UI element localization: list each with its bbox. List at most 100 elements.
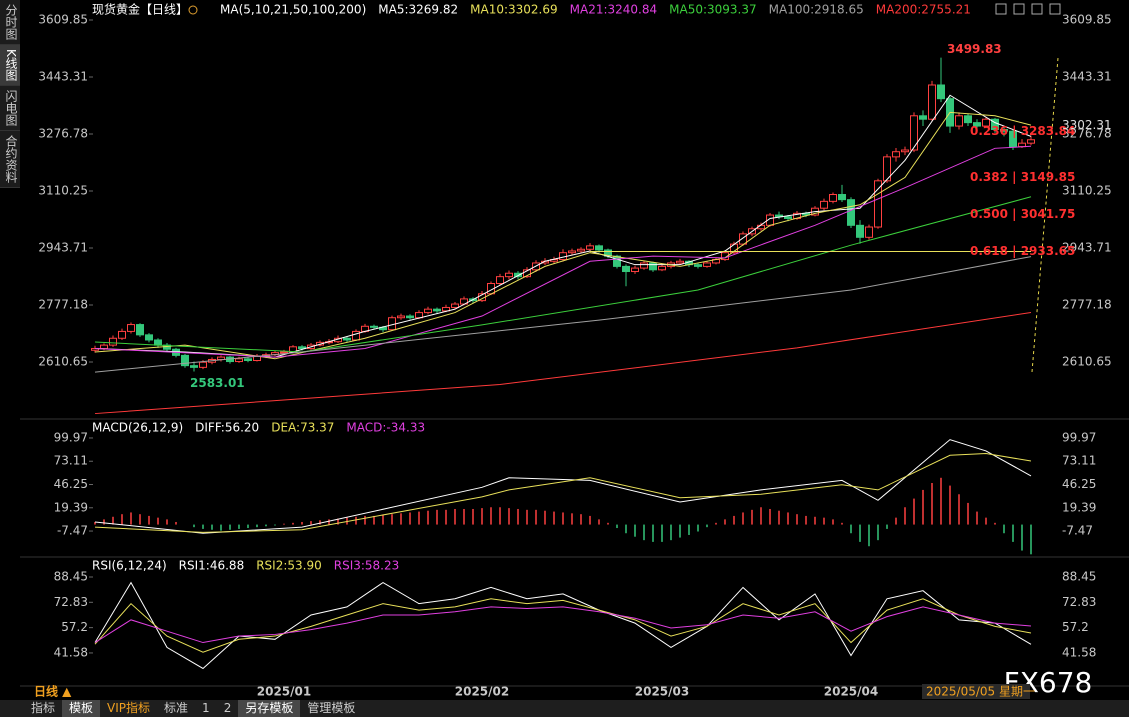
sidebar-tab[interactable]: 分时图 bbox=[0, 0, 20, 45]
candle-body bbox=[496, 276, 504, 285]
sidebar: 分时图 K线图 闪电图 合约资料 bbox=[0, 0, 20, 188]
candle-body bbox=[136, 324, 144, 336]
indicator-line bbox=[94, 256, 1032, 373]
y-tick-label: 19.39 bbox=[54, 500, 88, 514]
candle-body bbox=[1018, 142, 1026, 148]
candle-body bbox=[739, 233, 747, 245]
indicator-line bbox=[94, 111, 1032, 360]
candle-body bbox=[982, 118, 990, 127]
candle-body bbox=[631, 267, 639, 273]
candle-body bbox=[919, 115, 927, 120]
candle-body bbox=[829, 194, 837, 202]
button[interactable] bbox=[995, 3, 1007, 15]
candle-body bbox=[892, 151, 900, 158]
bottom-tab[interactable]: 1 bbox=[202, 701, 210, 715]
candle-body bbox=[199, 361, 207, 368]
candle-body bbox=[100, 344, 108, 350]
y-tick-label: 2610.65 bbox=[38, 355, 88, 369]
legend-entry: MA10:3302.69 bbox=[470, 3, 558, 17]
bottom-tab[interactable]: 模板 bbox=[62, 700, 101, 717]
y-tick-label: 72.83 bbox=[54, 595, 88, 609]
y-tick-label: 46.25 bbox=[1062, 477, 1096, 491]
chart-title: MACD(26,12,9) bbox=[92, 421, 183, 435]
candle-body bbox=[235, 358, 243, 363]
bottom-tab[interactable]: VIP指标 bbox=[107, 701, 151, 715]
candle-body bbox=[838, 194, 846, 201]
candle-body bbox=[676, 260, 684, 264]
y-tick-label: 99.97 bbox=[1062, 430, 1096, 444]
y-tick-label: 2777.18 bbox=[38, 298, 88, 312]
candle-body bbox=[145, 334, 153, 341]
fib-label: 0.618 | 2933.65 bbox=[970, 244, 1075, 258]
bottom-tab[interactable]: 指标 bbox=[31, 701, 56, 715]
indicator-line bbox=[94, 145, 1032, 358]
legend-entry: RSI3:58.23 bbox=[334, 559, 400, 573]
candle-body bbox=[370, 325, 378, 328]
sidebar-tab[interactable]: 合约资料 bbox=[0, 130, 20, 188]
chart-title: RSI(6,12,24) bbox=[92, 559, 167, 573]
candle-body bbox=[586, 245, 594, 250]
add-icon[interactable] bbox=[188, 5, 198, 15]
candle-body bbox=[154, 339, 162, 346]
hover-date: 2025/05/05 星期一 bbox=[926, 685, 1035, 699]
period-label[interactable]: 日线 ▲ bbox=[34, 684, 72, 699]
y-tick-label: 3443.31 bbox=[38, 70, 88, 84]
bottom-tab[interactable]: 2 bbox=[223, 701, 232, 715]
button[interactable] bbox=[1013, 3, 1025, 15]
y-tick-label: 2943.71 bbox=[1062, 241, 1112, 255]
y-tick-label: 3110.25 bbox=[1062, 184, 1112, 198]
legend-entry: MA50:3093.37 bbox=[669, 3, 757, 17]
candle-body bbox=[514, 272, 522, 278]
candle-body bbox=[874, 180, 882, 228]
candle-body bbox=[127, 324, 135, 332]
candle-body bbox=[595, 245, 603, 251]
legend-entry: RSI2:53.90 bbox=[256, 559, 322, 573]
candle-body bbox=[622, 265, 630, 273]
button[interactable] bbox=[1049, 3, 1061, 15]
low-label: 2583.01 bbox=[190, 376, 245, 390]
y-tick-label: 3276.78 bbox=[1062, 127, 1112, 141]
y-tick-label: 41.58 bbox=[1062, 645, 1096, 659]
y-tick-label: 19.39 bbox=[1062, 500, 1096, 514]
indicator-line bbox=[94, 598, 1032, 653]
sidebar-tab[interactable]: K线图 bbox=[0, 45, 20, 86]
bottom-tab[interactable]: 管理模板 bbox=[307, 701, 356, 715]
legend-entry: MA5:3269.82 bbox=[378, 3, 458, 17]
candle-body bbox=[109, 337, 117, 346]
y-tick-label: 99.97 bbox=[54, 430, 88, 444]
candle-body bbox=[1027, 139, 1035, 144]
indicator-line bbox=[94, 196, 1032, 353]
trend-line bbox=[1031, 57, 1059, 373]
candle-body bbox=[613, 255, 621, 267]
candle-body bbox=[505, 272, 513, 278]
indicator-line bbox=[94, 312, 1032, 415]
candle-body bbox=[964, 115, 972, 124]
legend-entry: MA21:3240.84 bbox=[570, 3, 658, 17]
candle-body bbox=[406, 315, 414, 319]
sidebar-tab[interactable]: 闪电图 bbox=[0, 85, 20, 131]
bottom-tab[interactable]: 标准 bbox=[164, 701, 189, 715]
candle-body bbox=[928, 84, 936, 120]
bottom-tab[interactable]: 另存模板 bbox=[238, 700, 301, 717]
y-tick-label: 3110.25 bbox=[38, 184, 88, 198]
y-tick-label: 73.11 bbox=[54, 454, 88, 468]
candle-body bbox=[190, 365, 198, 368]
x-tick-label: 2025/04 bbox=[824, 685, 878, 699]
candle-body bbox=[856, 224, 864, 238]
y-tick-label: 57.2 bbox=[1062, 620, 1089, 634]
candle-body bbox=[883, 156, 891, 182]
legend-entry: DIFF:56.20 bbox=[195, 421, 259, 435]
candle-body bbox=[649, 262, 657, 271]
x-tick-label: 2025/02 bbox=[455, 685, 509, 699]
indicator-line bbox=[94, 439, 1032, 534]
indicator-title: MA(5,10,21,50,100,200) bbox=[220, 3, 366, 17]
candle-body bbox=[433, 308, 441, 312]
bottom-toolbar: 指标 模板 VIP指标 标准 1 2 另存模板 管理模板 bbox=[0, 700, 1129, 717]
y-tick-label: 72.83 bbox=[1062, 595, 1096, 609]
candle-body bbox=[451, 303, 459, 308]
candle-body bbox=[847, 199, 855, 226]
candle-body bbox=[658, 265, 666, 271]
button[interactable] bbox=[1031, 3, 1043, 15]
candle-body bbox=[343, 337, 351, 341]
